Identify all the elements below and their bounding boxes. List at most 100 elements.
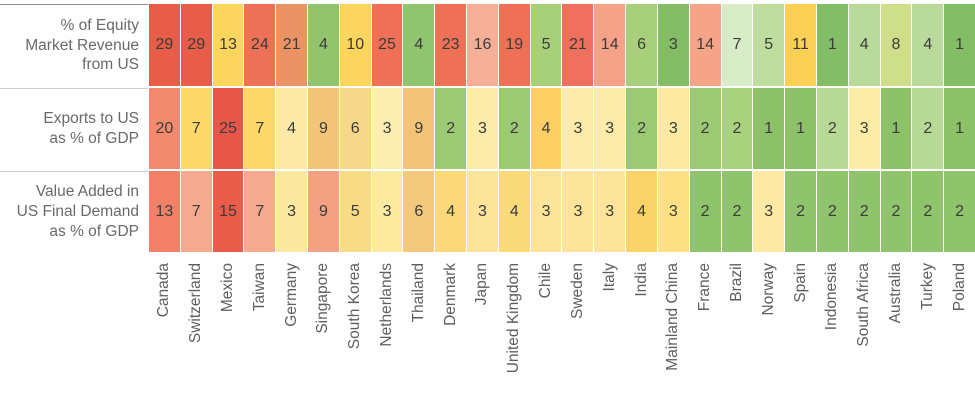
heatmap-cell: 4 [498, 171, 530, 252]
row-label-line: % of Equity [60, 16, 139, 34]
column-label: Turkey [912, 254, 943, 402]
column-label-text: Poland [950, 263, 968, 312]
column-label: Brazil [722, 254, 753, 402]
column-label-text: United Kingdom [505, 263, 523, 374]
column-label-text: South Africa [855, 263, 873, 347]
heatmap-cell: 7 [244, 171, 276, 252]
heatmap-cell: 1 [785, 88, 816, 169]
heatmap-cell: 19 [498, 4, 530, 86]
heatmap-cell: 3 [467, 171, 498, 252]
heatmap-cell: 3 [562, 88, 594, 169]
column-label: Norway [753, 254, 784, 402]
column-label-text: Switzerland [187, 263, 205, 344]
column-label: Chile [531, 254, 562, 402]
row-label: % of Equity Market Revenue from US [0, 4, 148, 86]
column-label: Sweden [562, 254, 593, 402]
heatmap-cell: 7 [180, 171, 212, 252]
heatmap-cell: 2 [721, 88, 753, 169]
heatmap-cell: 2 [816, 171, 848, 252]
column-label-text: Denmark [441, 263, 459, 326]
column-label: Indonesia [817, 254, 848, 402]
column-label: Mainland China [658, 254, 689, 402]
column-label-text: Japan [473, 263, 491, 306]
column-label: Italy [594, 254, 625, 402]
heatmap-cell: 13 [149, 171, 180, 252]
heatmap-cell: 29 [180, 4, 212, 86]
heatmap-cell: 4 [912, 4, 944, 86]
heatmap-cell: 2 [435, 88, 467, 169]
heatmap-cell: 4 [403, 4, 435, 86]
column-label-text: Sweden [568, 263, 586, 320]
column-label-text: South Korea [346, 263, 364, 350]
heatmap-cell: 3 [657, 88, 689, 169]
heatmap-cell: 5 [753, 4, 785, 86]
heatmap-cell: 9 [308, 88, 339, 169]
heatmap-cell: 5 [530, 4, 562, 86]
heatmap-cell: 2 [689, 88, 721, 169]
column-label-text: Singapore [314, 263, 332, 334]
heatmap-grid: % of Equity Market Revenue from US 29 29 13 24… [0, 4, 975, 402]
column-label: Germany [276, 254, 307, 402]
heatmap-cell: 23 [435, 4, 467, 86]
column-label-text: India [632, 263, 650, 297]
column-label: Poland [944, 254, 975, 402]
heatmap-cell: 16 [467, 4, 498, 86]
heatmap-cell: 2 [689, 171, 721, 252]
column-label-text: Netherlands [378, 263, 396, 347]
column-label: United Kingdom [499, 254, 530, 402]
column-label: Spain [785, 254, 816, 402]
column-label-text: Chile [537, 263, 555, 299]
heatmap-cell: 4 [308, 4, 339, 86]
heatmap-cell: 21 [562, 4, 594, 86]
heatmap-cell: 2 [912, 171, 944, 252]
column-label-text: Mainland China [664, 263, 682, 371]
heatmap-cell: 6 [403, 171, 435, 252]
heatmap-cell: 3 [467, 88, 498, 169]
heatmap-cell: 1 [753, 88, 785, 169]
column-label-text: Indonesia [823, 263, 841, 331]
heatmap-cell: 3 [594, 171, 626, 252]
heatmap-cell: 3 [848, 88, 880, 169]
heatmap-cell: 4 [435, 171, 467, 252]
column-label-text: Turkey [918, 263, 936, 310]
heatmap-cell: 13 [212, 4, 244, 86]
row-label-line: Value Added in [35, 183, 139, 201]
heatmap-cell: 7 [721, 4, 753, 86]
column-label: South Korea [340, 254, 371, 402]
column-label-text: Brazil [727, 263, 745, 302]
heatmap-cell: 4 [848, 4, 880, 86]
heatmap-cell: 3 [562, 171, 594, 252]
column-label: Australia [881, 254, 912, 402]
corner-spacer [0, 254, 148, 402]
heatmap-cell: 2 [944, 171, 975, 252]
row-label-line: from US [82, 56, 139, 74]
heatmap-cell: 15 [212, 171, 244, 252]
heatmap-cell: 24 [244, 4, 276, 86]
heatmap-cell: 1 [816, 4, 848, 86]
column-label-text: Italy [600, 263, 618, 292]
heatmap-cell: 9 [403, 88, 435, 169]
column-label: Singapore [308, 254, 339, 402]
heatmap-cell: 25 [371, 4, 403, 86]
heatmap-cell: 6 [626, 4, 657, 86]
heatmap-cell: 3 [276, 171, 308, 252]
column-label: South Africa [849, 254, 880, 402]
heatmap-cell: 1 [944, 4, 975, 86]
column-label: India [626, 254, 657, 402]
heatmap-cell: 14 [594, 4, 626, 86]
column-label-text: Thailand [409, 263, 427, 323]
heatmap-cell: 3 [371, 88, 403, 169]
column-label-text: Taiwan [250, 263, 268, 312]
heatmap-cell: 2 [912, 88, 944, 169]
column-label-text: Canada [155, 263, 173, 318]
heatmap-cell: 2 [880, 171, 912, 252]
heatmap-cell: 1 [944, 88, 975, 169]
heatmap-cell: 2 [626, 88, 657, 169]
row-label: Value Added in US Final Demand as % of GDP [0, 171, 148, 252]
heatmap-cell: 10 [339, 4, 371, 86]
heatmap-cell: 3 [753, 171, 785, 252]
heatmap-cell: 20 [149, 88, 180, 169]
heatmap-cell: 7 [180, 88, 212, 169]
heatmap-cell: 11 [785, 4, 816, 86]
